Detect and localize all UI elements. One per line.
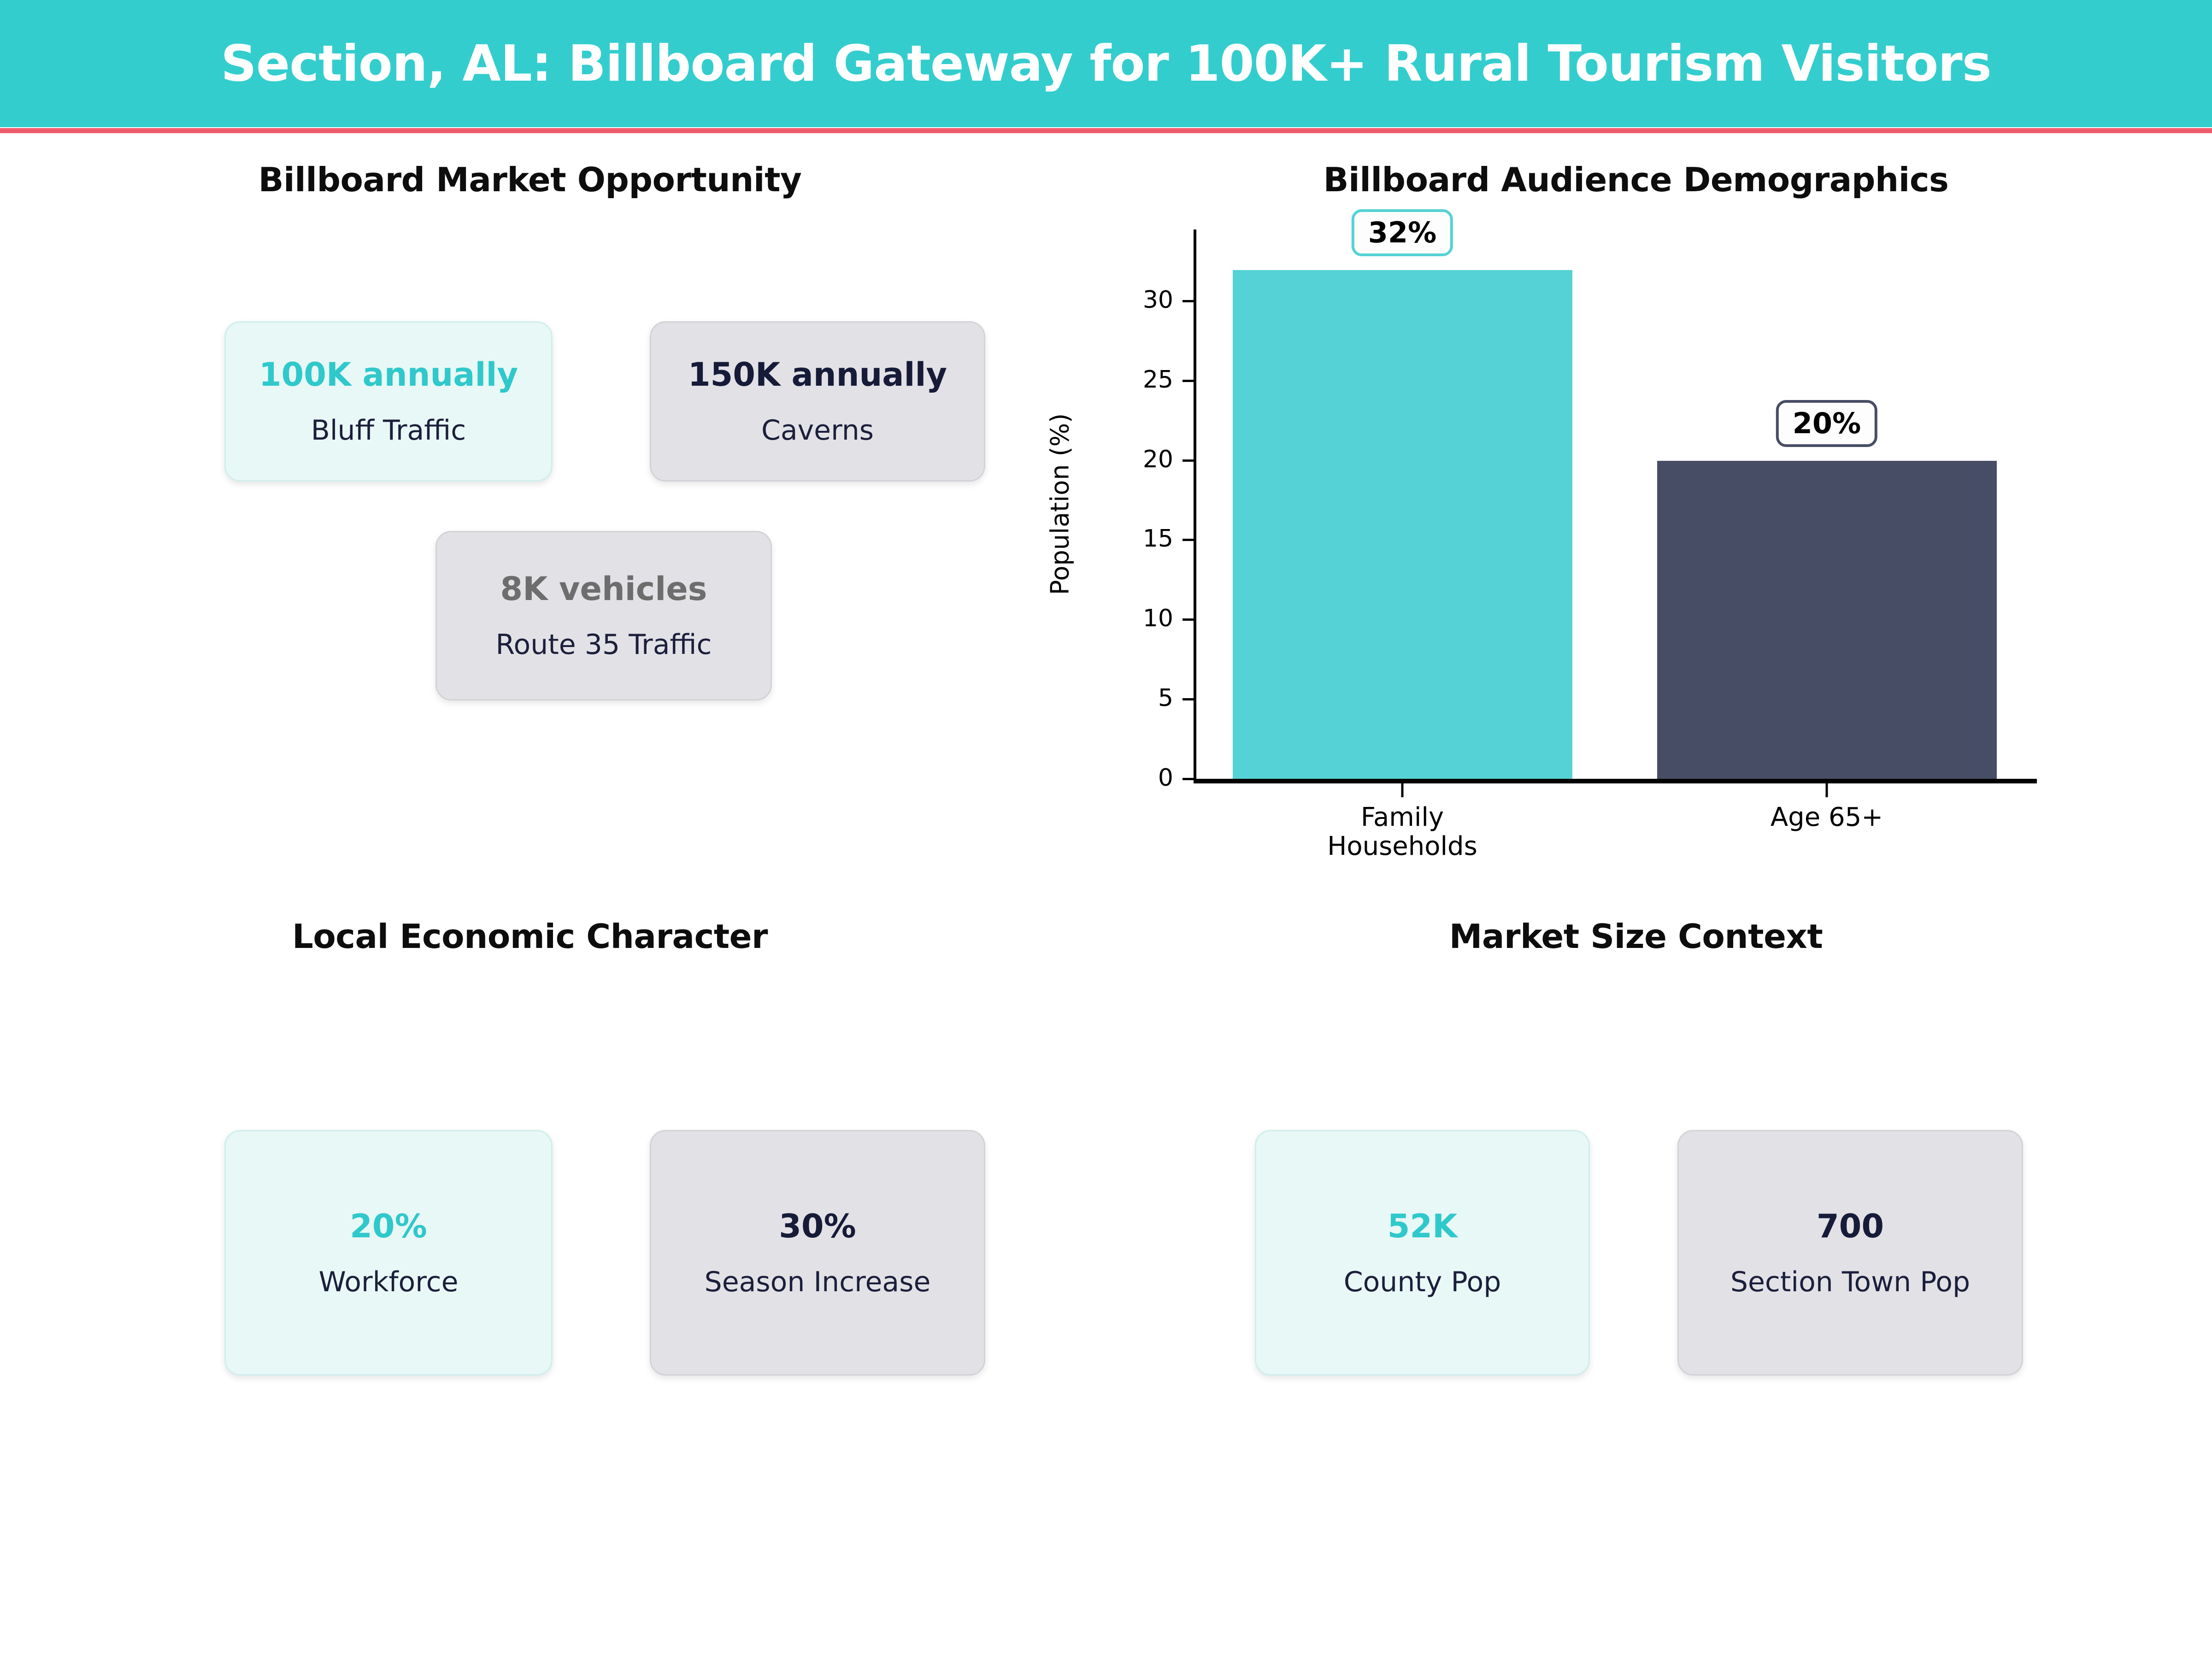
header-banner: [0, 0, 2212, 127]
section-title-market-opportunity: Billboard Market Opportunity: [258, 160, 802, 199]
metric-label: Section Town Pop: [1730, 1265, 1971, 1298]
y-axis-spine: [1194, 229, 1196, 779]
metric-card-section-town-pop: 700 Section Town Pop: [1677, 1130, 2023, 1376]
section-title-economic-character: Local Economic Character: [292, 917, 768, 956]
y-tick-label: 20: [1142, 446, 1173, 473]
metric-label: Season Increase: [704, 1265, 931, 1298]
bar-age-65-plus: [1657, 461, 1997, 779]
y-tick-mark-icon: [1182, 777, 1194, 780]
metric-card-caverns: 150K annually Caverns: [650, 321, 985, 482]
metric-label: Route 35 Traffic: [495, 629, 712, 661]
y-tick-label: 25: [1142, 366, 1173, 394]
metric-card-workforce: 20% Workforce: [224, 1130, 553, 1376]
metric-value: 52K: [1387, 1207, 1458, 1245]
y-tick-label: 5: [1158, 684, 1173, 712]
header-accent-rule: [0, 128, 2212, 133]
x-tick-mark-icon: [1825, 783, 1828, 797]
y-tick-mark-icon: [1182, 300, 1194, 302]
y-tick-label: 30: [1142, 286, 1173, 314]
y-tick-mark-icon: [1182, 459, 1194, 462]
metric-value: 700: [1816, 1207, 1884, 1245]
metric-value: 8K vehicles: [500, 570, 707, 608]
bar-family-households: [1233, 270, 1572, 779]
y-tick-label: 15: [1142, 525, 1173, 553]
metric-label: County Pop: [1343, 1265, 1501, 1298]
bar-data-label-family-households: 32%: [1351, 209, 1453, 256]
x-tick-mark-icon: [1401, 783, 1404, 797]
y-tick-mark-icon: [1182, 618, 1194, 621]
metric-label: Bluff Traffic: [311, 414, 466, 447]
section-title-market-size: Market Size Context: [1449, 917, 1823, 956]
y-tick-mark-icon: [1182, 379, 1194, 382]
y-tick-mark-icon: [1182, 698, 1194, 700]
audience-demographics-bar-chart: Population (%) 0 5 10 15 20 25 30: [1046, 198, 2212, 861]
y-axis-label: Population (%): [1045, 413, 1075, 595]
section-title-audience-demographics: Billboard Audience Demographics: [1323, 160, 1949, 199]
x-tick-label-age-65-plus: Age 65+: [1770, 802, 1883, 832]
page-title: Section, AL: Billboard Gateway for 100K+…: [221, 35, 1992, 93]
metric-card-county-pop: 52K County Pop: [1255, 1130, 1590, 1376]
y-tick-label: 0: [1158, 764, 1173, 792]
metric-label: Workforce: [318, 1265, 459, 1298]
metric-label: Caverns: [761, 414, 874, 447]
bar-data-label-age-65-plus: 20%: [1776, 400, 1878, 447]
metric-value: 20%: [350, 1207, 427, 1245]
metric-card-route-35-traffic: 8K vehicles Route 35 Traffic: [435, 531, 772, 700]
y-tick-mark-icon: [1182, 538, 1194, 541]
metric-value: 150K annually: [688, 356, 947, 394]
x-axis-spine: [1194, 779, 2037, 783]
y-tick-label: 10: [1142, 605, 1173, 632]
x-tick-label-family-households: Family Households: [1327, 802, 1477, 861]
chart-plot-area: Population (%) 0 5 10 15 20 25 30: [1046, 209, 2037, 861]
metric-value: 30%: [779, 1207, 856, 1245]
metric-card-bluff-traffic: 100K annually Bluff Traffic: [224, 321, 553, 482]
metric-value: 100K annually: [259, 356, 518, 394]
metric-card-season-increase: 30% Season Increase: [650, 1130, 985, 1376]
